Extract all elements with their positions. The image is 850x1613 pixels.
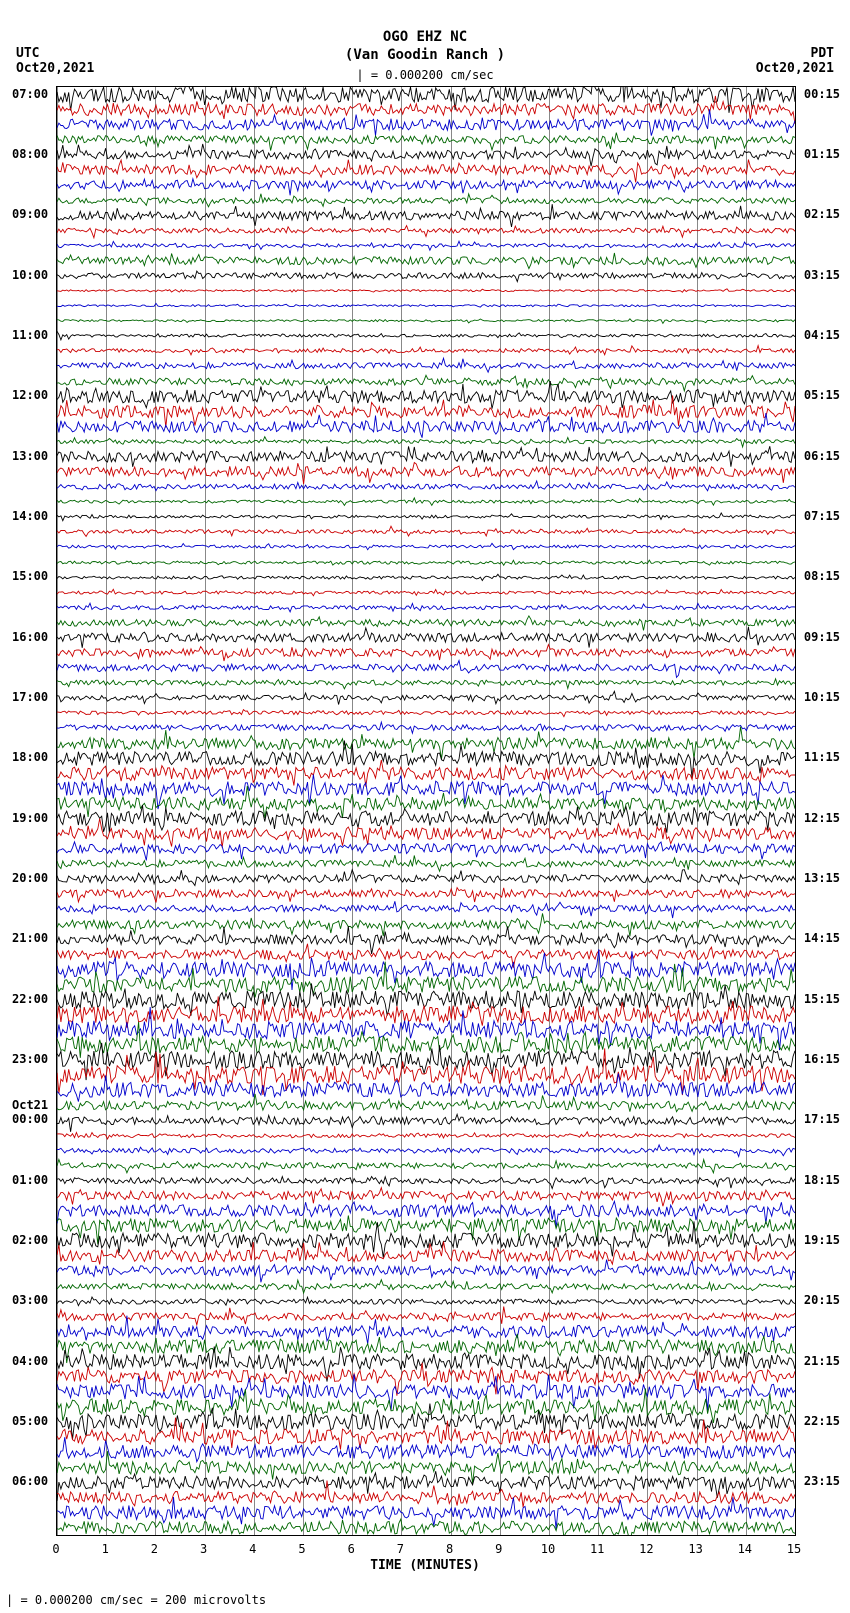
seismogram-container: OGO EHZ NC (Van Goodin Ranch ) | = 0.000… xyxy=(0,0,850,1613)
footer-text: | = 0.000200 cm/sec = 200 microvolts xyxy=(6,1593,266,1607)
pdt-label: 21:15 xyxy=(804,1354,840,1368)
pdt-label: 12:15 xyxy=(804,811,840,825)
utc-label: 18:00 xyxy=(12,750,48,764)
utc-label: 06:00 xyxy=(12,1474,48,1488)
utc-label: 15:00 xyxy=(12,569,48,583)
pdt-label: 20:15 xyxy=(804,1293,840,1307)
utc-label: 20:00 xyxy=(12,871,48,885)
utc-label: 14:00 xyxy=(12,509,48,523)
utc-label: 07:00 xyxy=(12,87,48,101)
pdt-label: 02:15 xyxy=(804,207,840,221)
pdt-label: 23:15 xyxy=(804,1474,840,1488)
pdt-label: 04:15 xyxy=(804,328,840,342)
tz-right-label: PDT xyxy=(756,46,834,61)
utc-label: 21:00 xyxy=(12,931,48,945)
x-tick: 15 xyxy=(787,1542,801,1556)
x-tick: 3 xyxy=(200,1542,207,1556)
pdt-label: 07:15 xyxy=(804,509,840,523)
pdt-label: 05:15 xyxy=(804,388,840,402)
pdt-label: 19:15 xyxy=(804,1233,840,1247)
pdt-label: 16:15 xyxy=(804,1052,840,1066)
x-tick: 13 xyxy=(688,1542,702,1556)
utc-label: 03:00 xyxy=(12,1293,48,1307)
footer-note: | = 0.000200 cm/sec = 200 microvolts xyxy=(6,1593,266,1607)
plot-area xyxy=(56,86,796,1536)
utc-label: 01:00 xyxy=(12,1173,48,1187)
x-tick: 2 xyxy=(151,1542,158,1556)
scale-bar-icon: | xyxy=(356,68,363,82)
utc-label: 04:00 xyxy=(12,1354,48,1368)
utc-label: 00:00 xyxy=(12,1112,48,1126)
pdt-label: 09:15 xyxy=(804,630,840,644)
station-code: OGO EHZ NC xyxy=(0,28,850,46)
pdt-label: 14:15 xyxy=(804,931,840,945)
pdt-label: 13:15 xyxy=(804,871,840,885)
grid-line xyxy=(795,87,796,1535)
x-tick: 1 xyxy=(102,1542,109,1556)
x-tick: 6 xyxy=(348,1542,355,1556)
utc-label: 11:00 xyxy=(12,328,48,342)
pdt-label: 11:15 xyxy=(804,750,840,764)
x-tick: 11 xyxy=(590,1542,604,1556)
x-tick: 7 xyxy=(397,1542,404,1556)
utc-label: 19:00 xyxy=(12,811,48,825)
x-axis-label: TIME (MINUTES) xyxy=(370,1558,480,1573)
x-tick: 12 xyxy=(639,1542,653,1556)
pdt-label: 06:15 xyxy=(804,449,840,463)
tz-right-date: Oct20,2021 xyxy=(756,61,834,76)
x-tick: 10 xyxy=(541,1542,555,1556)
tz-left-label: UTC xyxy=(16,46,94,61)
utc-label: 22:00 xyxy=(12,992,48,1006)
pdt-label: 18:15 xyxy=(804,1173,840,1187)
pdt-label: 22:15 xyxy=(804,1414,840,1428)
utc-label: 17:00 xyxy=(12,690,48,704)
pdt-label: 00:15 xyxy=(804,87,840,101)
x-tick: 5 xyxy=(298,1542,305,1556)
tz-right: PDT Oct20,2021 xyxy=(756,46,834,76)
x-tick: 14 xyxy=(738,1542,752,1556)
pdt-label: 08:15 xyxy=(804,569,840,583)
trace-line xyxy=(57,1505,795,1536)
scale-value: = 0.000200 cm/sec xyxy=(371,68,494,82)
pdt-label: 10:15 xyxy=(804,690,840,704)
x-axis: TIME (MINUTES) 0123456789101112131415 xyxy=(56,1536,794,1586)
utc-label: 02:00 xyxy=(12,1233,48,1247)
scale-note: | = 0.000200 cm/sec xyxy=(0,68,850,82)
station-location: (Van Goodin Ranch ) xyxy=(0,46,850,64)
x-tick: 8 xyxy=(446,1542,453,1556)
utc-label: 09:00 xyxy=(12,207,48,221)
tz-left: UTC Oct20,2021 xyxy=(16,46,94,76)
utc-label: 16:00 xyxy=(12,630,48,644)
pdt-label: 03:15 xyxy=(804,268,840,282)
utc-label: 13:00 xyxy=(12,449,48,463)
utc-label: 23:00 xyxy=(12,1052,48,1066)
header: OGO EHZ NC (Van Goodin Ranch ) xyxy=(0,0,850,64)
x-tick: 9 xyxy=(495,1542,502,1556)
utc-label: 05:00 xyxy=(12,1414,48,1428)
pdt-label: 15:15 xyxy=(804,992,840,1006)
tz-left-date: Oct20,2021 xyxy=(16,61,94,76)
x-tick: 0 xyxy=(52,1542,59,1556)
utc-label: 10:00 xyxy=(12,268,48,282)
day-label: Oct21 xyxy=(12,1098,48,1112)
utc-label: 12:00 xyxy=(12,388,48,402)
x-tick: 4 xyxy=(249,1542,256,1556)
pdt-label: 17:15 xyxy=(804,1112,840,1126)
utc-label: 08:00 xyxy=(12,147,48,161)
pdt-label: 01:15 xyxy=(804,147,840,161)
